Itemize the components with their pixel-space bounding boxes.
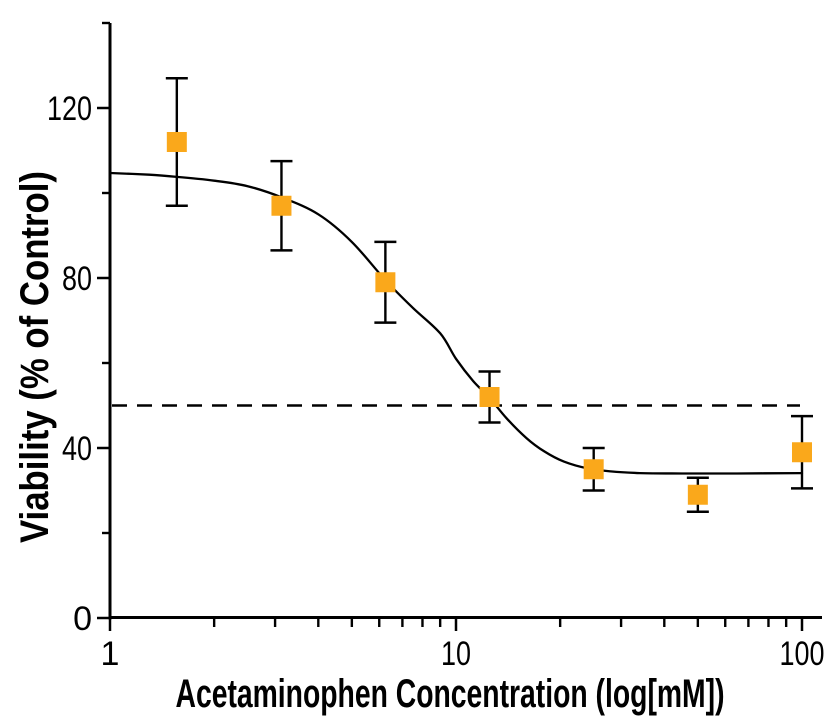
x-tick-label: 100 [780, 635, 825, 673]
fit-curve-layer [108, 171, 804, 475]
y-tick-label: 120 [47, 90, 92, 128]
data-points-layer [166, 132, 812, 505]
y-tick-label: 80 [62, 260, 92, 298]
x-axis-title: Acetaminophen Concentration (log[mM]) [176, 672, 725, 716]
data-point [375, 272, 396, 293]
fit-curve [108, 171, 804, 475]
y-tick-label: 40 [62, 430, 92, 468]
data-point [687, 484, 708, 505]
data-point [166, 132, 187, 152]
y-axis-title: Viability (% of Control) [13, 171, 57, 543]
x-tick-label: 1 [101, 635, 120, 673]
data-point [271, 195, 292, 216]
y-tick-label: 0 [73, 600, 92, 638]
error-bars-layer [165, 77, 813, 513]
data-point [583, 459, 604, 480]
data-point [792, 442, 812, 463]
x-tick-label: 10 [441, 635, 471, 673]
data-point [479, 387, 500, 407]
